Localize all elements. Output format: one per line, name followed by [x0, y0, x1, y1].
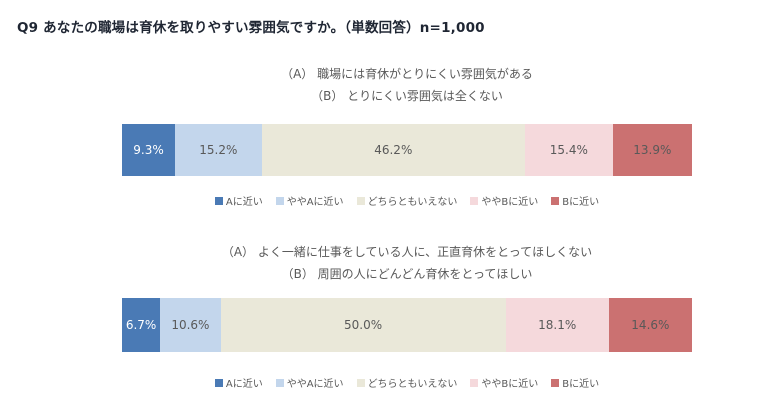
chart-subtitle-line-a: （A） 職場には育休がとりにくい雰囲気がある	[281, 67, 533, 81]
legend-label: ややAに近い	[286, 197, 344, 208]
legend-label: ややBに近い	[481, 197, 539, 208]
chart-legend: Aに近い ややAに近い どちらともいえない ややBに近い Bに近い	[122, 193, 692, 208]
legend-swatch-icon	[214, 196, 223, 205]
chart-subtitle: （A） よく一緒に仕事をしている人に、正直育休をとってほしくない （B） 周囲の…	[122, 241, 692, 285]
legend-label: ややAに近い	[286, 379, 344, 390]
legend-swatch-icon	[356, 378, 365, 387]
page-title: Q9 あなたの職場は育休を取りやすい雰囲気ですか。（単数回答）n=1,000	[17, 20, 485, 36]
legend-item: Aに近い	[214, 193, 263, 208]
legend-item: ややBに近い	[470, 193, 538, 208]
chart-subtitle-line-b: （B） とりにくい雰囲気は全くない	[311, 89, 503, 103]
chart-workplace-atmosphere: （A） 職場には育休がとりにくい雰囲気がある （B） とりにくい雰囲気は全くない…	[122, 63, 692, 208]
legend-label: ややBに近い	[481, 379, 539, 390]
legend-item: ややAに近い	[275, 193, 344, 208]
legend-label: Bに近い	[562, 197, 600, 208]
chart-legend: Aに近い ややAに近い どちらともいえない ややBに近い Bに近い	[122, 375, 692, 390]
legend-swatch-icon	[275, 196, 284, 205]
bar-segment-どちらともいえない: 50.0%	[220, 298, 506, 352]
legend-label: Aに近い	[225, 197, 263, 208]
bar-segment-Aに近い: 9.3%	[122, 124, 175, 176]
legend-swatch-icon	[275, 378, 284, 387]
chart-subtitle-line-b: （B） 周囲の人にどんどん育休をとってほしい	[281, 267, 533, 281]
bar-segment-ややBに近い: 15.4%	[524, 124, 613, 176]
legend-swatch-icon	[470, 196, 479, 205]
legend-item: ややAに近い	[275, 375, 344, 390]
chart-coworker-feeling: （A） よく一緒に仕事をしている人に、正直育休をとってほしくない （B） 周囲の…	[122, 241, 692, 390]
legend-swatch-icon	[356, 196, 365, 205]
stacked-bar: 9.3% 15.2% 46.2% 15.4% 13.9%	[122, 124, 692, 176]
legend-item: Aに近い	[214, 375, 263, 390]
chart-subtitle: （A） 職場には育休がとりにくい雰囲気がある （B） とりにくい雰囲気は全くない	[122, 63, 692, 107]
legend-item: Bに近い	[551, 375, 599, 390]
bar-segment-Bに近い: 13.9%	[612, 124, 692, 176]
legend-item: ややBに近い	[470, 375, 538, 390]
legend-swatch-icon	[470, 378, 479, 387]
legend-swatch-icon	[551, 378, 560, 387]
legend-label: どちらともいえない	[367, 379, 458, 390]
legend-item: Bに近い	[551, 193, 599, 208]
chart-subtitle-line-a: （A） よく一緒に仕事をしている人に、正直育休をとってほしくない	[221, 245, 593, 259]
bar-segment-ややBに近い: 18.1%	[505, 298, 609, 352]
legend-swatch-icon	[551, 196, 560, 205]
legend-label: Bに近い	[562, 379, 600, 390]
bar-segment-ややAに近い: 10.6%	[160, 298, 221, 352]
bar-segment-Aに近い: 6.7%	[122, 298, 161, 352]
legend-item: どちらともいえない	[356, 375, 458, 390]
stacked-bar: 6.7% 10.6% 50.0% 18.1% 14.6%	[122, 298, 692, 352]
legend-item: どちらともいえない	[356, 193, 458, 208]
bar-segment-どちらともいえない: 46.2%	[261, 124, 525, 176]
bar-segment-ややAに近い: 15.2%	[175, 124, 262, 176]
legend-label: Aに近い	[225, 379, 263, 390]
bar-segment-Bに近い: 14.6%	[608, 298, 692, 352]
legend-swatch-icon	[214, 378, 223, 387]
legend-label: どちらともいえない	[367, 197, 458, 208]
